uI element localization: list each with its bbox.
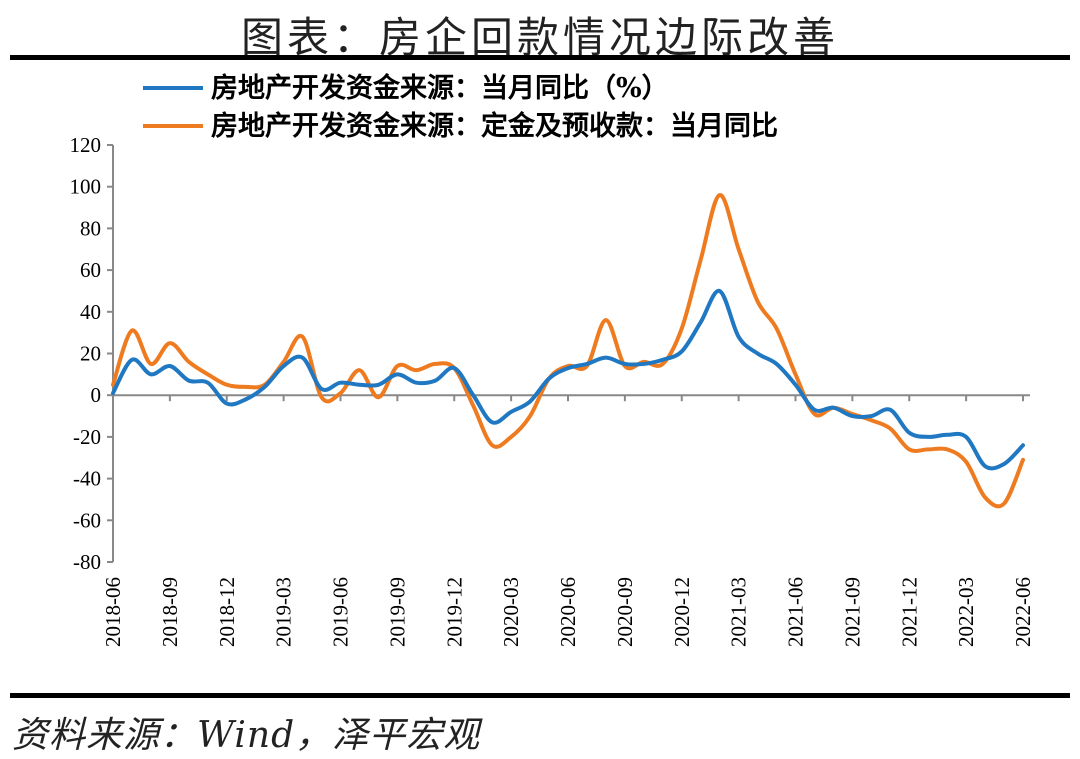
- y-tick-label: -20: [73, 425, 101, 449]
- x-tick-label: 2020-09: [613, 577, 637, 647]
- x-tick-label: 2018-12: [215, 577, 239, 647]
- x-tick-label: 2018-06: [101, 577, 125, 647]
- x-tick-label: 2019-12: [442, 577, 466, 647]
- y-tick-label: 40: [80, 300, 101, 324]
- x-tick-label: 2020-12: [670, 577, 694, 647]
- x-tick-label: 2020-03: [499, 577, 523, 647]
- y-tick-label: 80: [80, 216, 101, 240]
- x-tick-label: 2021-12: [897, 577, 921, 647]
- x-tick-label: 2022-06: [1011, 577, 1035, 647]
- x-tick-label: 2021-03: [727, 577, 751, 647]
- x-tick-label: 2018-09: [158, 577, 182, 647]
- series-line-0: [111, 288, 1025, 471]
- series-line-1: [111, 193, 1025, 509]
- y-tick-label: 0: [91, 383, 102, 407]
- y-tick-label: 60: [80, 258, 101, 282]
- x-tick-label: 2021-09: [840, 577, 864, 647]
- y-tick-label: 100: [70, 175, 102, 199]
- y-tick-label: -60: [73, 508, 101, 532]
- x-tick-label: 2022-03: [954, 577, 978, 647]
- x-tick-label: 2019-09: [385, 577, 409, 647]
- chart-legend: 房地产开发资金来源：当月同比（%） 房地产开发资金来源：定金及预收款：当月同比: [143, 72, 778, 142]
- x-tick-label: 2021-06: [784, 577, 808, 647]
- y-tick-label: -40: [73, 467, 101, 491]
- series-lines: [111, 193, 1025, 509]
- source-divider-bottom: [10, 693, 1070, 698]
- y-tick-label: 120: [70, 133, 102, 157]
- x-tick-label: 2020-06: [556, 577, 580, 647]
- legend-label-1: 房地产开发资金来源：定金及预收款：当月同比: [211, 110, 778, 142]
- y-axis-ticks: 120 100 80 60 40 20 0 -20 -40 -60 -80: [70, 133, 113, 574]
- x-axis-ticks: 2018-06 2018-09 2018-12 2019-03 2019-06 2019-…: [101, 395, 1035, 647]
- y-tick-label: 20: [80, 342, 101, 366]
- x-tick-label: 2019-03: [272, 577, 296, 647]
- x-tick-label: 2019-06: [329, 577, 353, 647]
- legend-label-0: 房地产开发资金来源：当月同比（%）: [211, 72, 669, 104]
- source-note: 资料来源：Wind，泽平宏观: [12, 715, 481, 756]
- page-title: 图表：房企回款情况边际改善: [240, 13, 839, 62]
- title-divider-top: [10, 55, 1070, 60]
- line-chart: 房地产开发资金来源：当月同比（%） 房地产开发资金来源：定金及预收款：当月同比 …: [70, 72, 1036, 647]
- y-tick-label: -80: [73, 550, 101, 574]
